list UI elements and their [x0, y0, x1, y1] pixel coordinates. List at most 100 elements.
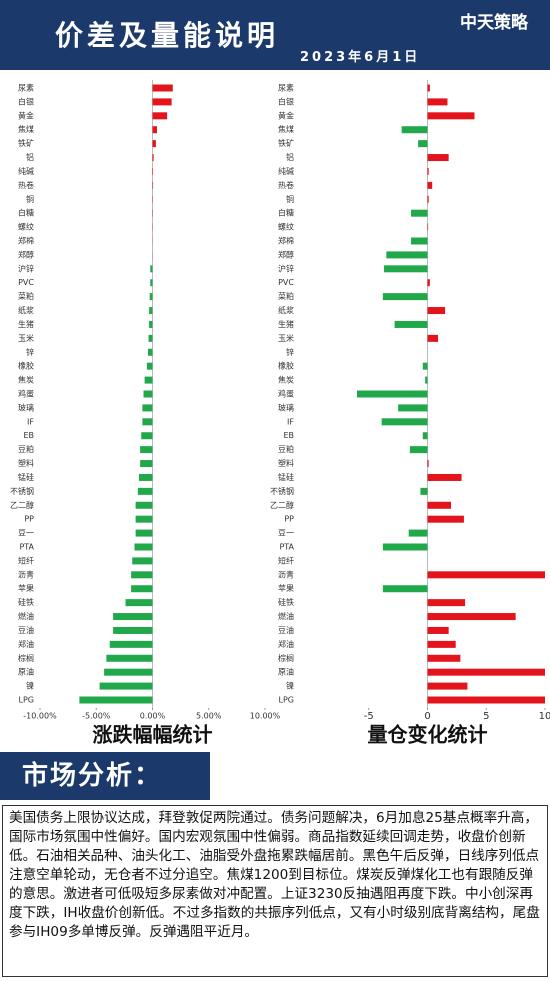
bar — [135, 529, 153, 537]
category-label: 硅铁 — [18, 597, 34, 607]
bar — [427, 654, 461, 662]
analysis-text: 美国债务上限协议达成，拜登敦促两院通过。债务问题解决，6月加息25基点概率升高，… — [2, 805, 548, 977]
bar — [425, 376, 428, 384]
category-label: 黄金 — [278, 110, 294, 120]
header: 价差及量能说明 中天策略 2023年6月1日 — [0, 0, 550, 70]
category-label: 焦炭 — [278, 375, 294, 385]
bar — [106, 654, 153, 662]
bar — [382, 585, 428, 593]
category-label: 玻璃 — [18, 402, 34, 412]
category-label: 豆一 — [18, 529, 34, 538]
category-label: 菜粕 — [278, 291, 294, 301]
category-label: IF — [287, 417, 294, 426]
category-label: 鸡蛋 — [18, 389, 34, 399]
bar — [382, 543, 428, 551]
category-label: PVC — [278, 278, 294, 287]
bar — [139, 473, 153, 481]
bar — [125, 599, 153, 607]
category-label: 豆油 — [18, 625, 34, 635]
category-label: 郑油 — [18, 639, 34, 649]
category-label: 郑油 — [278, 639, 294, 649]
category-label: 锌 — [26, 347, 34, 357]
bar — [427, 334, 439, 342]
bar — [382, 293, 428, 301]
category-label: 郑棉 — [278, 236, 294, 246]
category-label: 沪锌 — [278, 263, 294, 273]
bar — [152, 98, 172, 106]
bar — [411, 237, 428, 245]
bar — [427, 307, 446, 315]
category-label: 玉米 — [18, 333, 34, 343]
category-label: 螺纹 — [18, 222, 34, 232]
category-label: 橡胶 — [278, 361, 294, 371]
category-label: 纸浆 — [278, 305, 294, 315]
bar — [427, 682, 468, 690]
category-label: 尿素 — [18, 83, 34, 93]
category-label: 白糖 — [278, 208, 294, 218]
bar — [427, 668, 545, 676]
bar — [148, 334, 153, 342]
category-label: 豆油 — [278, 625, 294, 635]
bar — [152, 84, 173, 92]
bar — [427, 181, 433, 189]
x-tick-label: 10 — [539, 711, 550, 722]
bar — [427, 223, 429, 231]
category-label: 焦煤 — [278, 124, 294, 134]
category-label: 纯碱 — [18, 166, 34, 176]
bar — [113, 613, 153, 621]
bar — [401, 126, 428, 134]
bar — [79, 696, 153, 704]
category-label: 郑棉 — [18, 236, 34, 246]
bar — [427, 112, 475, 120]
bar — [427, 571, 545, 579]
bar — [420, 487, 428, 495]
bar — [427, 460, 429, 468]
category-label: 纯碱 — [278, 166, 294, 176]
bar — [150, 279, 153, 287]
bar — [427, 501, 451, 509]
category-label: PTA — [19, 543, 34, 552]
x-tick-label: -5 — [364, 711, 374, 722]
category-label: 玉米 — [278, 333, 294, 343]
category-label: 铁矿 — [278, 138, 294, 148]
bar — [422, 432, 428, 440]
category-label: 燃油 — [18, 611, 34, 621]
category-label: 黄金 — [18, 110, 34, 120]
category-label: 郑醇 — [278, 249, 294, 259]
bar — [422, 362, 428, 370]
category-label: 白银 — [18, 96, 34, 106]
title: 价差及量能说明 — [55, 19, 280, 52]
x-tick-label: -5.00% — [82, 712, 111, 721]
bar — [143, 390, 153, 398]
category-label: 铜 — [286, 194, 294, 204]
bar — [142, 418, 153, 426]
category-label: PTA — [279, 543, 294, 552]
bar — [149, 320, 153, 328]
category-label: EB — [283, 431, 294, 440]
bar — [427, 515, 464, 523]
bar — [141, 432, 153, 440]
bar — [135, 501, 153, 509]
bar — [409, 446, 428, 454]
category-label: 棕榈 — [278, 653, 294, 663]
category-label: 原油 — [278, 667, 294, 677]
bar — [113, 626, 153, 634]
category-label: 焦煤 — [18, 124, 34, 134]
category-label: 苹果 — [18, 583, 34, 593]
bar — [137, 487, 153, 495]
bar — [418, 140, 428, 148]
logo: 中天策略 — [460, 13, 528, 33]
category-label: 螺纹 — [278, 222, 294, 232]
bar — [384, 265, 428, 273]
category-label: 纸浆 — [18, 305, 34, 315]
category-label: 郑醇 — [18, 249, 34, 259]
category-label: LPG — [279, 696, 294, 705]
category-label: 乙二醇 — [270, 500, 294, 510]
category-label: 玻璃 — [278, 402, 294, 412]
bar — [134, 543, 153, 551]
bar — [427, 696, 545, 704]
bar — [152, 126, 157, 134]
category-label: 铝 — [26, 152, 34, 162]
bar — [140, 460, 153, 468]
